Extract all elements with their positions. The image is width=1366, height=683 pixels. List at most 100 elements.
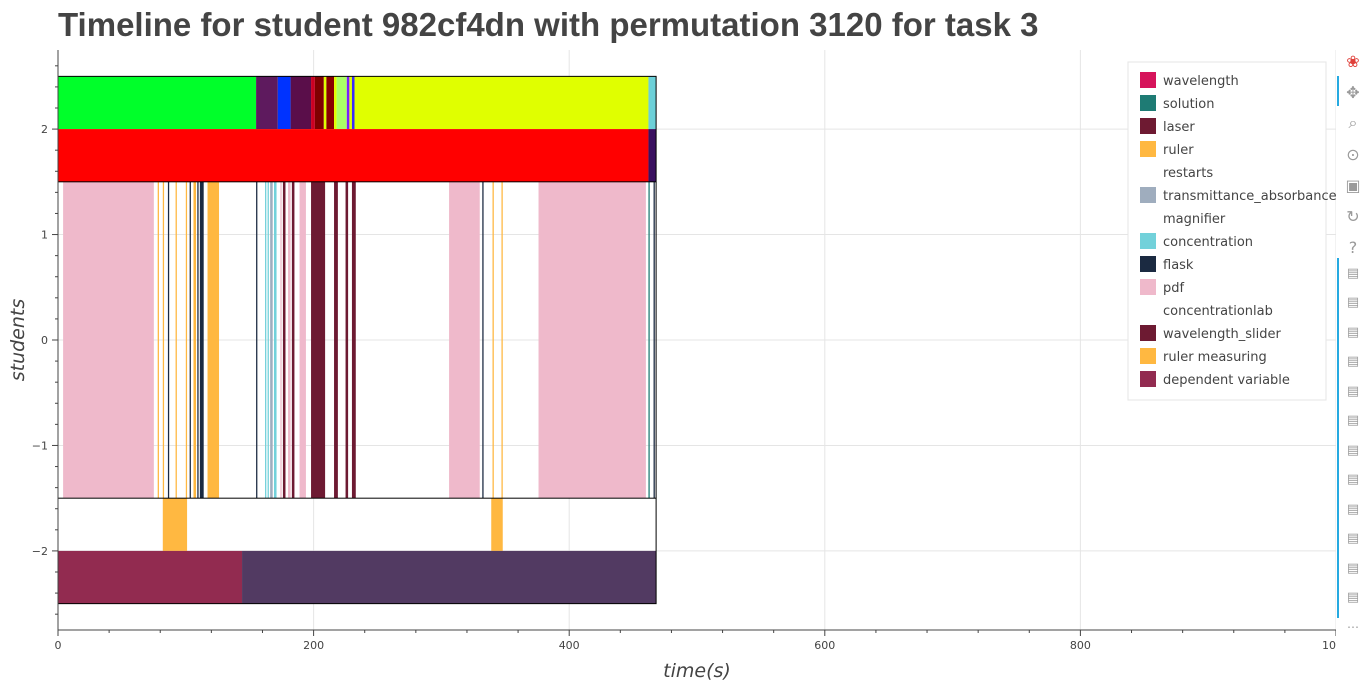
y-tick-label: 2 xyxy=(41,123,48,136)
y-tick-label: 1 xyxy=(41,229,48,242)
bokeh-logo-icon[interactable]: ❀ xyxy=(1346,51,1360,71)
timeline-segment-r0-s12 xyxy=(351,76,355,130)
hover-tool-icon[interactable]: ▤ xyxy=(1346,324,1360,340)
legend-swatch xyxy=(1140,72,1156,88)
legend-swatch xyxy=(1140,187,1156,203)
timeline-segment-r0-s11 xyxy=(349,76,352,130)
timeline-segment-r2-s5 xyxy=(185,181,188,499)
legend-label: flask xyxy=(1163,258,1194,273)
hover-tool-icon[interactable]: ▤ xyxy=(1346,590,1360,605)
legend-item-ruler[interactable]: ruler xyxy=(1140,141,1194,158)
timeline-segment-r2-s27 xyxy=(492,181,494,499)
hover-tool-icon[interactable]: ▤ xyxy=(1346,560,1360,576)
hover-tool-icon[interactable]: ▤ xyxy=(1346,265,1360,281)
legend-label: magnifier xyxy=(1163,212,1226,227)
hover-tool-icon[interactable]: ▤ xyxy=(1346,383,1360,399)
legend-swatch xyxy=(1140,279,1156,295)
timeline-segment-r1-s1 xyxy=(648,129,657,182)
hover-tool-icon[interactable]: ▤ xyxy=(1346,472,1360,487)
y-tick-label: −1 xyxy=(32,439,48,452)
timeline-segment-r0-s5 xyxy=(314,76,324,130)
more-tools-icon[interactable]: ⋯ xyxy=(1347,620,1359,634)
box-zoom-icon[interactable]: ⌕ xyxy=(1348,113,1358,132)
timeline-segment-r0-s9 xyxy=(336,76,347,130)
timeline-segment-r2-s26 xyxy=(482,181,484,499)
legend-swatch xyxy=(1140,164,1156,180)
legend-swatch xyxy=(1140,95,1156,111)
timeline-segment-r4-s0 xyxy=(58,550,243,604)
hover-tool-icon[interactable]: ▤ xyxy=(1346,413,1360,428)
timeline-segment-r2-s11 xyxy=(256,181,258,499)
timeline-segment-r2-s30 xyxy=(648,181,650,499)
timeline-segment-r2-s19 xyxy=(291,181,295,499)
legend-item-concentration[interactable]: concentration xyxy=(1140,233,1253,250)
timeline-segment-r2-s29 xyxy=(538,181,646,499)
timeline-segment-r2-s17 xyxy=(282,181,286,499)
legend-swatch xyxy=(1140,256,1156,272)
legend-item-concentrationlab[interactable]: concentrationlab xyxy=(1140,302,1273,319)
timeline-segment-r0-s6 xyxy=(323,76,327,130)
legend-item-dependent-variable[interactable]: dependent variable xyxy=(1140,371,1290,388)
legend-item-transmittance-absorbance[interactable]: transmittance_absorbance xyxy=(1140,187,1336,204)
legend-label: wavelength_slider xyxy=(1163,327,1281,342)
timeline-segment-r0-s14 xyxy=(648,76,657,130)
legend-label: ruler measuring xyxy=(1163,350,1267,365)
save-icon[interactable]: ▣ xyxy=(1345,175,1361,195)
timeline-segment-r0-s13 xyxy=(354,76,649,130)
timeline-segment-r2-s28 xyxy=(501,181,503,499)
legend-item-flask[interactable]: flask xyxy=(1140,256,1194,273)
legend[interactable]: wavelength solution laser ruler restarts tran… xyxy=(1127,61,1336,401)
hover-tool-icon[interactable]: ▤ xyxy=(1346,354,1360,369)
timeline-segment-r2-s10 xyxy=(207,181,220,499)
axes: 0 200 400 600 800 1000 2 1 0 −1 −2 time(s) students xyxy=(7,50,1336,682)
x-tick-label: 1000 xyxy=(1322,639,1336,652)
help-icon[interactable]: ? xyxy=(1348,237,1358,257)
legend-swatch xyxy=(1140,325,1156,341)
timeline-segment-r4-s1 xyxy=(242,550,657,604)
timeline-segment-r2-s23 xyxy=(345,181,349,499)
y-tick-label: 0 xyxy=(41,334,48,347)
wheel-zoom-icon[interactable]: ⊙ xyxy=(1346,144,1360,164)
timeline-segment-r2-s31 xyxy=(653,181,655,499)
timeline-segment-r2-s13 xyxy=(267,181,269,499)
pan-icon[interactable]: ✥ xyxy=(1346,82,1360,102)
timeline-segment-r2-s8 xyxy=(197,181,199,499)
timeline-chart: 02004006008001000210−1−2time(s)students … xyxy=(7,50,1336,682)
plot-title: Timeline for student 982cf4dn with permu… xyxy=(58,6,1039,43)
timeline-segment-r2-s7 xyxy=(193,181,197,499)
timeline-segment-r0-s8 xyxy=(334,76,337,130)
timeline-segment-r2-s3 xyxy=(167,181,170,499)
timeline-segment-r2-s1 xyxy=(157,181,159,499)
hover-tool-icon[interactable]: ▤ xyxy=(1346,295,1360,310)
plot-toolbar: ❀ ✥ ⌕ ⊙ ▣ ↻? ▤ ▤ ▤ ▤ ▤ ▤ ▤ ▤ ▤ ▤ ▤ ▤ ⋯ xyxy=(1336,48,1366,638)
timeline-segment-r3-s1 xyxy=(491,498,503,551)
legend-label: wavelength xyxy=(1163,74,1239,89)
x-tick-label: 400 xyxy=(559,639,580,652)
legend-item-restarts[interactable]: restarts xyxy=(1140,164,1213,181)
legend-label: pdf xyxy=(1163,281,1185,296)
hover-tool-icon[interactable]: ▤ xyxy=(1346,501,1360,517)
legend-swatch xyxy=(1140,302,1156,318)
timeline-segment-r3-s0 xyxy=(162,498,188,551)
legend-item-ruler-measuring[interactable]: ruler measuring xyxy=(1140,348,1267,365)
legend-item-laser[interactable]: laser xyxy=(1140,118,1195,135)
legend-item-wavelength[interactable]: wavelength xyxy=(1140,72,1239,89)
reset-icon[interactable]: ↻ xyxy=(1346,206,1360,226)
legend-item-solution[interactable]: solution xyxy=(1140,95,1214,112)
hover-tool-icon[interactable]: ▤ xyxy=(1346,531,1360,546)
x-axis-label: time(s) xyxy=(663,660,731,682)
y-tick-label: −2 xyxy=(32,545,48,558)
timeline-segment-r2-s6 xyxy=(189,181,191,499)
legend-label: laser xyxy=(1163,120,1195,135)
timeline-segment-r2-s25 xyxy=(449,181,480,499)
legend-item-magnifier[interactable]: magnifier xyxy=(1140,210,1226,227)
timeline-segment-r2-s2 xyxy=(162,181,165,499)
toolbar-active-indicator xyxy=(1337,76,1339,106)
timeline-segment-r0-s3 xyxy=(290,76,312,130)
timeline-segment-r2-s16 xyxy=(280,181,282,499)
hover-tool-icon[interactable]: ▤ xyxy=(1346,442,1360,458)
legend-item-wavelength-slider[interactable]: wavelength_slider xyxy=(1140,325,1281,342)
x-tick-label: 0 xyxy=(55,639,62,652)
timeline-segment-r2-s21 xyxy=(311,181,326,499)
legend-item-pdf[interactable]: pdf xyxy=(1140,279,1185,296)
